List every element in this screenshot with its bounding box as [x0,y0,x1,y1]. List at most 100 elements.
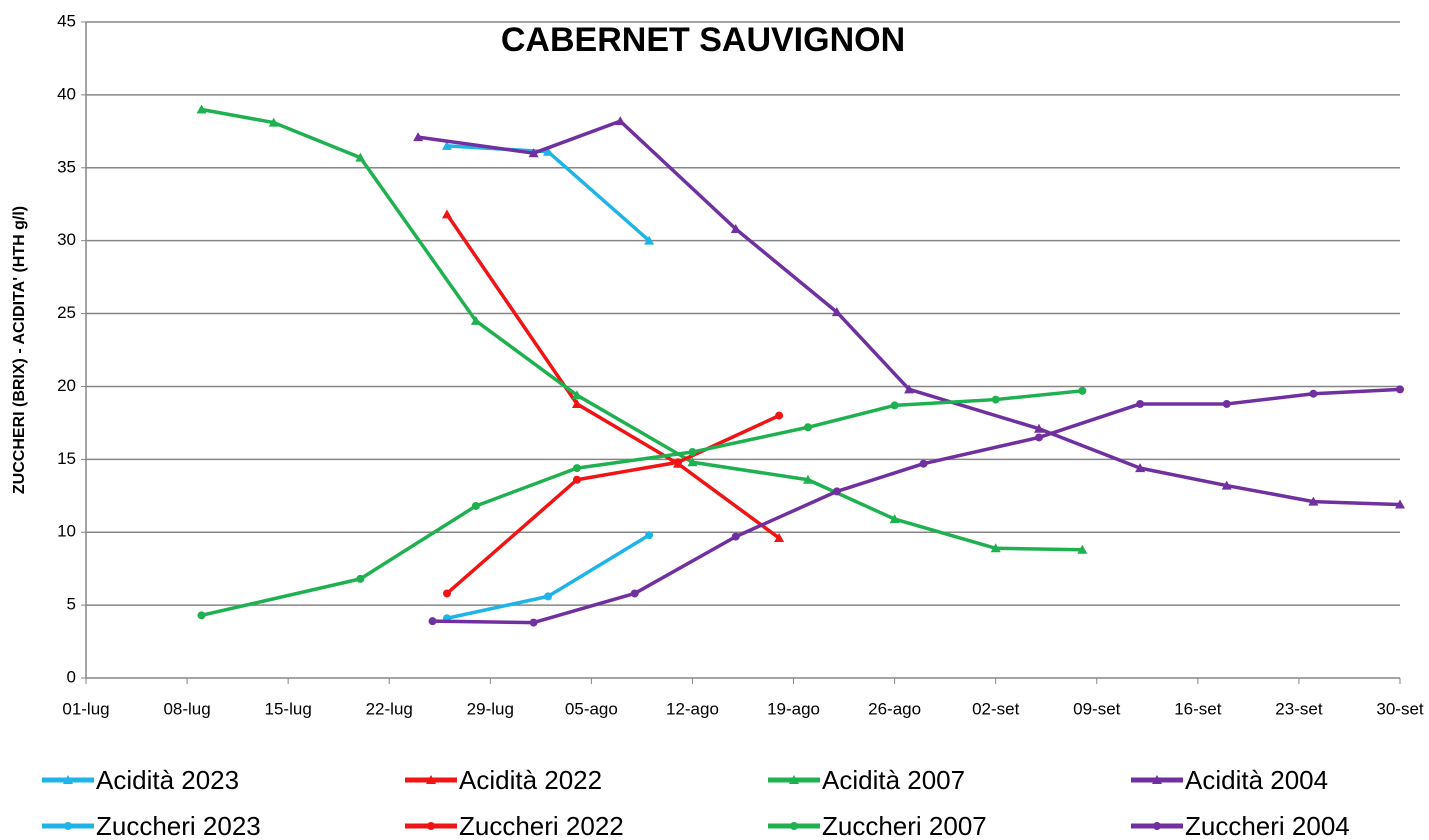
x-tick-label: 30-set [1376,699,1424,718]
legend-label: Zuccheri 2004 [1185,811,1350,840]
marker [426,775,436,784]
x-tick-label: 16-set [1174,699,1222,718]
y-tick-label: 45 [57,11,76,30]
legend-label: Zuccheri 2007 [822,811,987,840]
marker [197,611,206,620]
marker [543,146,554,156]
marker [1136,399,1145,408]
data-line [201,107,1083,552]
marker [775,411,784,420]
marker [1077,544,1088,554]
marker [355,152,366,162]
marker [644,235,655,245]
x-tick-label: 05-ago [565,699,618,718]
marker [904,384,915,394]
legend-label: Acidità 2023 [96,765,239,795]
x-tick-label: 12-ago [666,699,719,718]
marker [1309,389,1318,398]
chart-title: CABERNET SAUVIGNON [501,21,905,59]
marker [529,618,538,627]
x-tick-label: 09-set [1073,699,1121,718]
marker [413,132,424,142]
marker [831,307,842,317]
data-line [445,213,781,540]
marker [471,501,480,510]
marker [790,822,798,830]
marker [1152,775,1162,784]
marker [688,448,697,457]
marker [441,209,452,219]
marker [470,315,481,325]
marker [571,390,582,400]
marker [630,589,639,598]
legend-label: Acidità 2004 [1185,765,1328,795]
marker [615,116,626,126]
y-tick-label: 15 [57,449,76,468]
marker [991,395,1000,404]
marker [528,148,539,158]
marker [1078,386,1087,395]
data-line [446,144,651,242]
marker [544,592,553,601]
marker [1308,496,1319,506]
y-axis-label: ZUCCHERI (BRIX) - ACIDITA' (HTH g/l) [11,206,28,494]
marker [64,822,72,830]
x-tick-label: 23-set [1275,699,1323,718]
marker [803,423,812,432]
x-tick-label: 26-ago [868,699,921,718]
marker [832,487,841,496]
legend-label: Acidità 2022 [459,765,602,795]
marker [674,458,683,467]
data-line [201,389,1083,618]
data-line [445,414,780,595]
marker [889,514,900,524]
marker [1395,499,1405,509]
marker [442,589,451,598]
marker [196,104,207,114]
marker [571,398,582,408]
legend-label: Zuccheri 2023 [96,811,261,840]
legend-label: Zuccheri 2022 [459,811,624,840]
marker [1221,480,1232,490]
x-tick-label: 01-lug [62,699,109,718]
marker [1135,463,1146,473]
x-tick-label: 08-lug [163,699,210,718]
y-tick-label: 0 [67,667,76,686]
legend-label: Acidità 2007 [822,765,965,795]
marker [1035,433,1044,442]
x-tick-label: 29-lug [467,699,514,718]
marker [645,531,654,540]
x-tick-label: 19-ago [767,699,820,718]
marker [1153,822,1161,830]
y-tick-label: 5 [67,595,76,614]
marker [919,459,928,468]
marker [268,117,279,127]
marker [789,775,799,784]
marker [731,532,740,541]
marker [890,401,899,410]
marker [774,533,785,543]
x-tick-label: 22-lug [366,699,413,718]
y-tick-label: 30 [57,230,76,249]
marker [572,475,581,484]
data-line [432,387,1401,625]
y-tick-label: 20 [57,376,76,395]
marker [427,822,435,830]
marker [428,617,437,626]
y-tick-label: 35 [57,157,76,176]
marker [441,140,452,150]
y-tick-label: 10 [57,522,76,541]
marker [1034,423,1045,433]
marker [572,464,581,473]
marker [356,574,365,583]
x-tick-label: 02-set [972,699,1020,718]
y-tick-label: 40 [57,84,76,103]
marker [802,474,813,484]
marker [730,224,741,234]
x-tick-label: 15-lug [265,699,312,718]
marker [1396,385,1404,394]
y-tick-label: 25 [57,303,76,322]
marker [990,543,1001,553]
marker [63,775,73,784]
